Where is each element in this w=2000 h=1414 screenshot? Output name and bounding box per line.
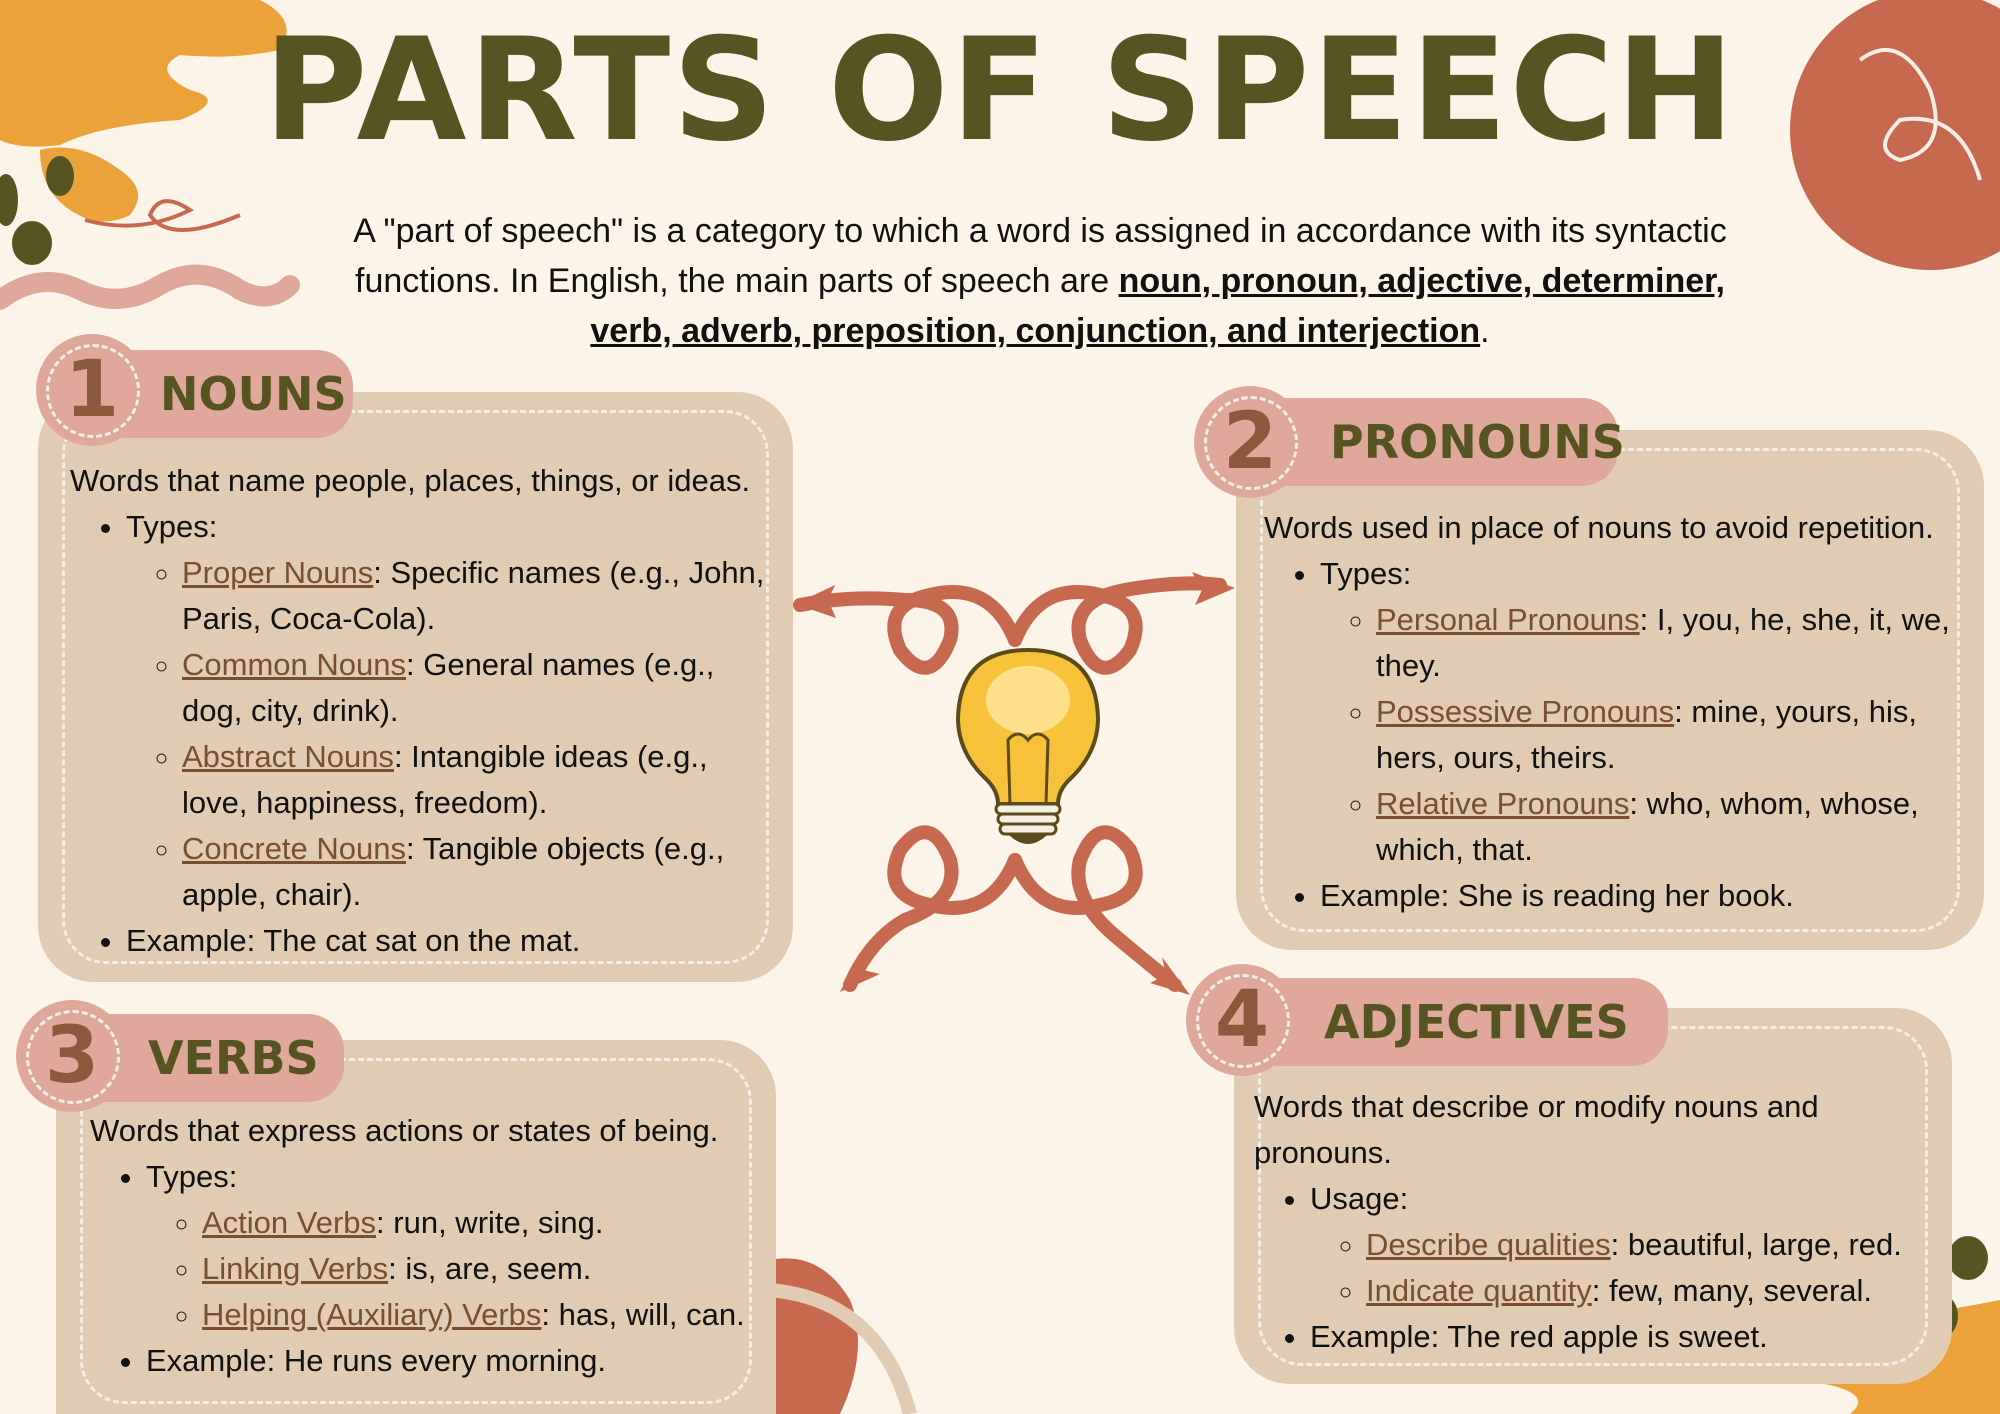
term-link[interactable]: Indicate quantity <box>1366 1273 1592 1308</box>
list-item: Types: Personal Pronouns: I, you, he, sh… <box>1320 551 1964 873</box>
list-item: Types: Action Verbs: run, write, sing. L… <box>146 1154 780 1338</box>
list-item: Possessive Pronouns: mine, yours, his, h… <box>1376 689 1964 781</box>
term-link[interactable]: Possessive Pronouns <box>1376 694 1675 729</box>
term-link[interactable]: Linking Verbs <box>202 1251 389 1286</box>
curved-arrow-icon <box>793 576 1227 992</box>
list-item: Action Verbs: run, write, sing. <box>202 1200 780 1246</box>
section-title: ADJECTIVES <box>1324 995 1629 1049</box>
arrowhead <box>795 572 1235 995</box>
list-item: Types: Proper Nouns: Specific names (e.g… <box>126 504 770 918</box>
brown-loop <box>84 199 241 232</box>
page-title: PARTS OF SPEECH <box>263 8 1737 173</box>
nouns-card <box>38 392 793 982</box>
list-item: Linking Verbs: is, are, seem. <box>202 1246 780 1292</box>
list-item: Common Nouns: General names (e.g., dog, … <box>182 642 770 734</box>
section-number-badge: 1 <box>36 334 148 446</box>
example-item: Example: She is reading her book. <box>1320 873 1964 919</box>
list-item: Personal Pronouns: I, you, he, she, it, … <box>1376 597 1964 689</box>
orange-blob-top-left <box>0 0 287 147</box>
example-item: Example: He runs every morning. <box>146 1338 780 1384</box>
term-link[interactable]: Proper Nouns <box>182 555 374 590</box>
section-number-badge: 4 <box>1186 964 1298 1076</box>
section-definition: Words that express actions or states of … <box>90 1113 719 1148</box>
list-item: Abstract Nouns: Intangible ideas (e.g., … <box>182 734 770 826</box>
adjectives-heading-pill: ADJECTIVES <box>1240 978 1668 1066</box>
section-number: 3 <box>44 1011 100 1101</box>
section-number-badge: 3 <box>16 1000 128 1112</box>
term-link[interactable]: Relative Pronouns <box>1376 786 1630 821</box>
term-link[interactable]: Describe qualities <box>1366 1227 1611 1262</box>
olive-dot <box>0 174 18 226</box>
list-item: Indicate quantity: few, many, several. <box>1366 1268 1924 1314</box>
adjectives-card <box>1234 1008 1952 1384</box>
pronouns-content: Words used in place of nouns to avoid re… <box>1264 505 1964 919</box>
olive-dot <box>12 221 52 265</box>
pronouns-heading-pill: PRONOUNS <box>1250 398 1625 486</box>
list-item: Usage: Describe qualities: beautiful, la… <box>1310 1176 1924 1314</box>
example-item: Example: The cat sat on the mat. <box>126 918 770 964</box>
section-title: VERBS <box>148 1031 319 1085</box>
section-title: PRONOUNS <box>1330 415 1625 469</box>
term-link[interactable]: Helping (Auxiliary) Verbs <box>202 1297 542 1332</box>
term-link[interactable]: Personal Pronouns <box>1376 602 1640 637</box>
intro-text: A "part of speech" is a category to whic… <box>353 212 1727 300</box>
intro-emphasis: noun, pronoun, adjective, determiner, ve… <box>590 262 1725 350</box>
pink-squiggle <box>0 264 300 310</box>
term-link[interactable]: Abstract Nouns <box>182 739 394 774</box>
section-number: 2 <box>1222 397 1278 487</box>
list-item: Describe qualities: beautiful, large, re… <box>1366 1222 1924 1268</box>
section-title: NOUNS <box>160 367 347 421</box>
section-number: 4 <box>1214 975 1270 1065</box>
section-number: 1 <box>64 345 120 435</box>
section-definition: Words used in place of nouns to avoid re… <box>1264 510 1934 545</box>
list-item: Proper Nouns: Specific names (e.g., John… <box>182 550 770 642</box>
section-number-badge: 2 <box>1194 386 1306 498</box>
verbs-content: Words that express actions or states of … <box>90 1108 780 1384</box>
section-definition: Words that describe or modify nouns and … <box>1254 1089 1819 1170</box>
terracotta-circle-top-right <box>1790 0 2000 270</box>
intro-paragraph: A "part of speech" is a category to whic… <box>350 206 1730 356</box>
lightbulb-icon <box>955 647 1101 844</box>
nouns-content: Words that name people, places, things, … <box>70 458 770 964</box>
olive-dot <box>46 156 74 196</box>
list-item: Helping (Auxiliary) Verbs: has, will, ca… <box>202 1292 780 1338</box>
olive-dot <box>1948 1236 1988 1280</box>
intro-end: . <box>1480 312 1490 350</box>
white-loop <box>1858 48 1982 181</box>
term-link[interactable]: Concrete Nouns <box>182 831 407 866</box>
list-item: Relative Pronouns: who, whom, whose, whi… <box>1376 781 1964 873</box>
example-item: Example: The red apple is sweet. <box>1310 1314 1924 1360</box>
list-item: Concrete Nouns: Tangible objects (e.g., … <box>182 826 770 918</box>
term-link[interactable]: Common Nouns <box>182 647 406 682</box>
section-definition: Words that name people, places, things, … <box>70 463 751 498</box>
verbs-card <box>56 1040 776 1414</box>
term-link[interactable]: Action Verbs <box>202 1205 377 1240</box>
adjectives-content: Words that describe or modify nouns and … <box>1254 1084 1924 1360</box>
beige-loop <box>769 1283 917 1414</box>
